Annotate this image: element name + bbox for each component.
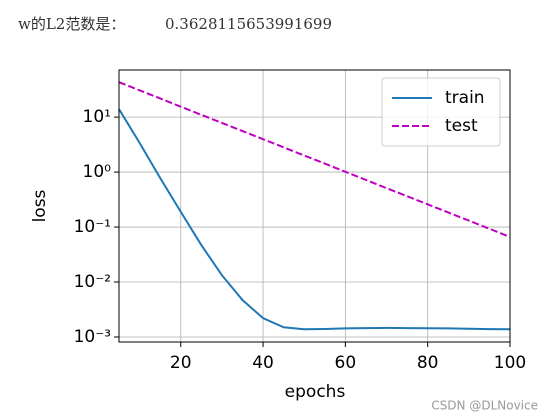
header-value: 0.3628115653991699 xyxy=(165,15,332,33)
y-tick-label: 10⁰ xyxy=(83,162,112,182)
series-line xyxy=(118,108,511,331)
y-tick-label: 10¹ xyxy=(83,107,111,127)
plot-frame xyxy=(118,69,511,343)
y-axis-label: loss xyxy=(30,189,50,222)
x-tick-label: 60 xyxy=(335,353,357,373)
x-tick-label: 40 xyxy=(252,353,274,373)
series-line xyxy=(118,81,511,238)
x-tick-label: 80 xyxy=(417,353,439,373)
x-tick-label: 100 xyxy=(494,353,526,373)
header-label: w的L2范数是： xyxy=(18,15,125,33)
legend-label: train xyxy=(445,88,485,108)
x-tick-label: 20 xyxy=(170,353,192,373)
legend-label: test xyxy=(445,116,478,136)
y-tick-label: 10⁻² xyxy=(74,272,111,292)
x-axis-label: epochs xyxy=(285,382,346,402)
watermark: CSDN @DLNovice xyxy=(431,399,538,413)
y-tick-label: 10⁻¹ xyxy=(74,217,111,237)
y-tick-label: 10⁻³ xyxy=(74,327,111,347)
legend-box xyxy=(381,77,501,147)
